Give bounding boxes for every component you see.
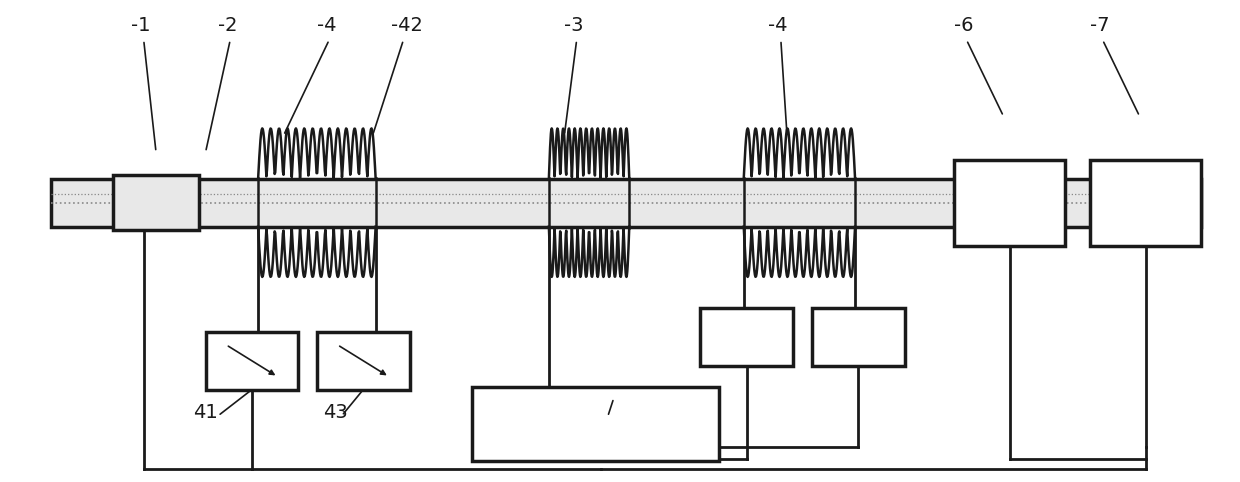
Text: 5: 5 — [546, 385, 558, 404]
FancyBboxPatch shape — [206, 332, 299, 389]
FancyBboxPatch shape — [51, 179, 1202, 227]
Text: -42: -42 — [391, 16, 423, 35]
FancyBboxPatch shape — [471, 387, 719, 461]
FancyBboxPatch shape — [317, 332, 409, 389]
FancyBboxPatch shape — [954, 160, 1065, 246]
FancyBboxPatch shape — [812, 308, 904, 366]
FancyBboxPatch shape — [113, 175, 200, 230]
Text: -3: -3 — [564, 16, 584, 35]
Text: 43: 43 — [324, 403, 347, 422]
Text: -2: -2 — [218, 16, 237, 35]
FancyBboxPatch shape — [701, 308, 794, 366]
Text: -6: -6 — [954, 16, 973, 35]
Text: 41: 41 — [193, 403, 218, 422]
Text: -1: -1 — [131, 16, 151, 35]
Text: -7: -7 — [1090, 16, 1110, 35]
Text: -4: -4 — [317, 16, 336, 35]
Text: -4: -4 — [769, 16, 787, 35]
FancyBboxPatch shape — [1090, 160, 1202, 246]
